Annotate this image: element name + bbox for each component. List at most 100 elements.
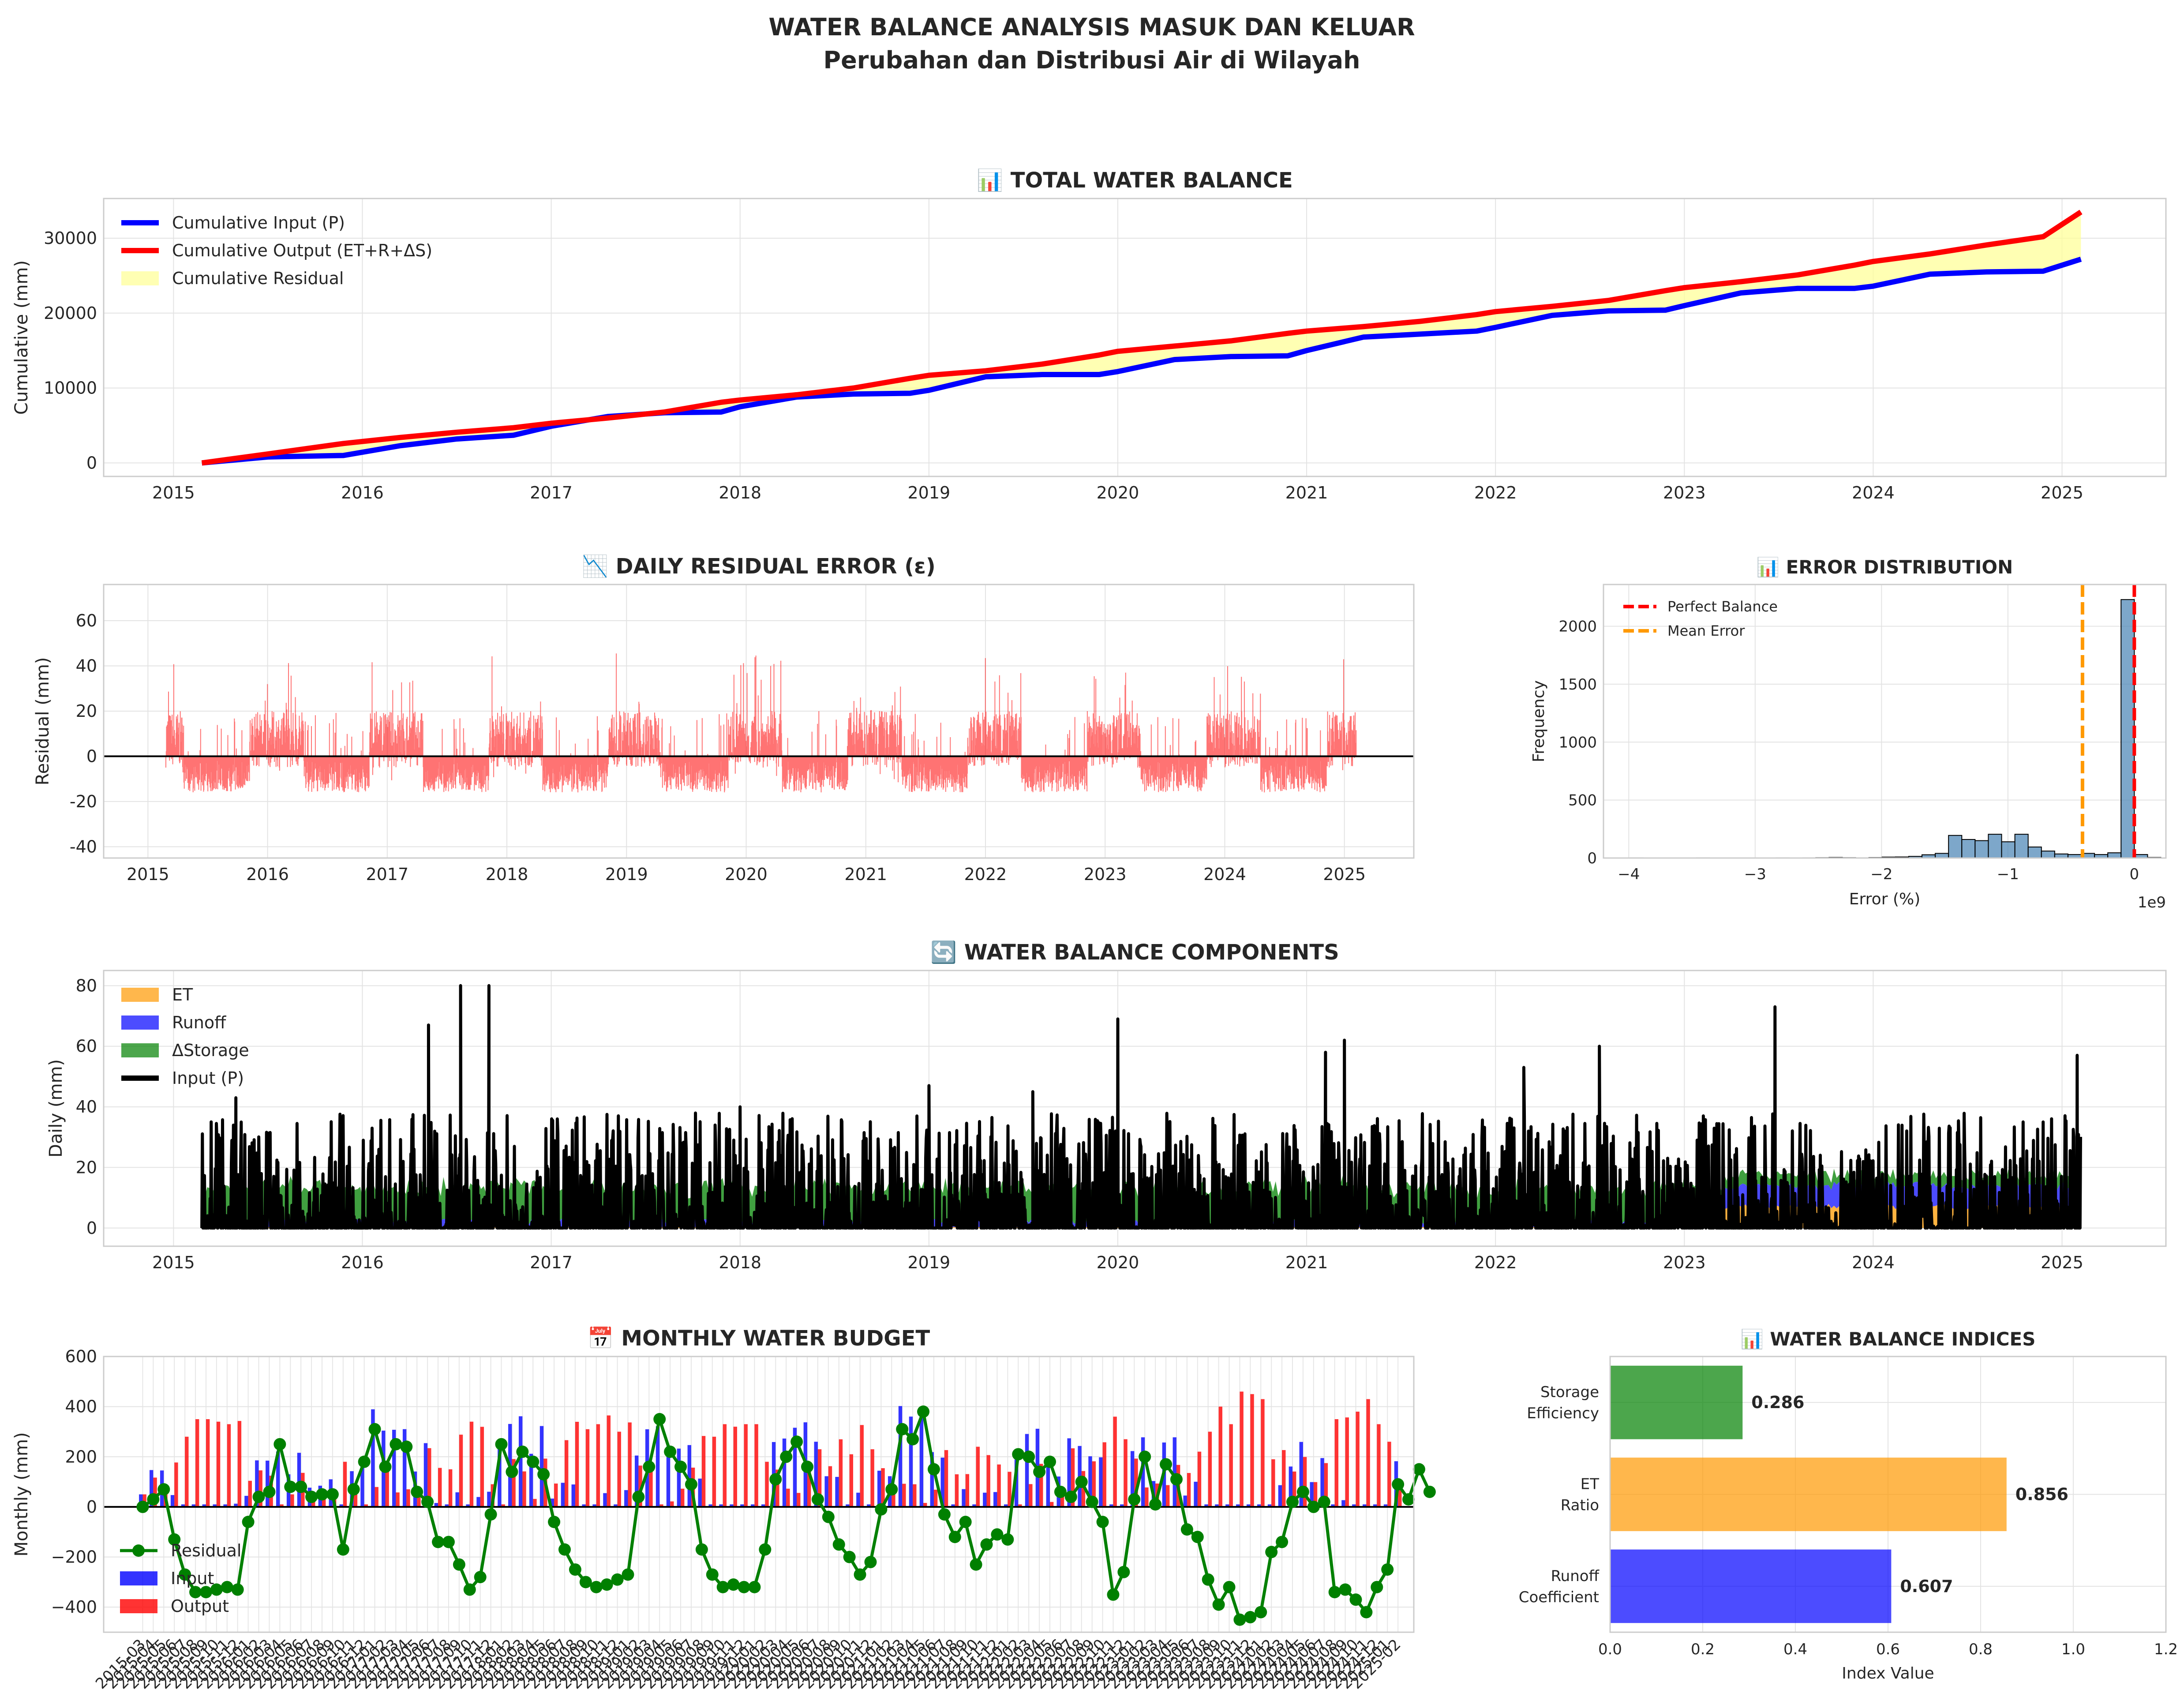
- output-bar: [206, 1419, 210, 1507]
- y-tick-label: 20: [76, 1158, 97, 1177]
- input-bar: [1246, 1504, 1251, 1507]
- residual-point: [695, 1543, 708, 1556]
- residual-point: [189, 1586, 202, 1599]
- input-bar: [635, 1455, 639, 1507]
- input-bar: [656, 1426, 660, 1507]
- input-bar: [1331, 1504, 1335, 1507]
- input-bar: [1383, 1504, 1388, 1507]
- output-bar: [1345, 1417, 1349, 1507]
- residual-point: [1202, 1573, 1214, 1586]
- residual-point: [790, 1435, 803, 1448]
- input-bar: [498, 1446, 502, 1507]
- input-bar: [666, 1446, 671, 1507]
- input-bar: [761, 1504, 765, 1507]
- cumulative-output-line: [201, 210, 2083, 466]
- input-bar: [150, 1470, 154, 1507]
- input-bar: [603, 1493, 607, 1507]
- histogram-bar: [1935, 853, 1949, 859]
- input-bar: [1088, 1456, 1092, 1507]
- x-tick-label: 1.0: [2061, 1641, 2085, 1658]
- output-bar: [343, 1461, 347, 1507]
- input-bar: [1120, 1504, 1124, 1507]
- residual-point: [1328, 1586, 1341, 1599]
- residual-point: [590, 1581, 603, 1593]
- legend-label: ET: [172, 985, 193, 1004]
- output-bar: [923, 1503, 927, 1507]
- legend-swatch: [121, 1043, 159, 1057]
- x-tick-label: 2023: [1663, 1253, 1706, 1272]
- input-bar: [751, 1504, 755, 1507]
- input-bar: [1025, 1434, 1029, 1507]
- residual-point: [1139, 1450, 1151, 1463]
- x-tick-label: 0: [2130, 866, 2139, 883]
- input-bar: [698, 1478, 702, 1507]
- residual-point: [1296, 1485, 1309, 1498]
- index-value-label: 0.286: [1751, 1393, 1804, 1412]
- output-bar: [797, 1493, 801, 1507]
- input-bar: [835, 1476, 839, 1507]
- y-tick-label: 20000: [44, 304, 97, 323]
- residual-point: [263, 1485, 276, 1498]
- x-tick-label: 2015: [127, 865, 169, 884]
- residual-point: [495, 1438, 508, 1450]
- output-bar: [1334, 1419, 1339, 1507]
- residual-point: [316, 1488, 328, 1501]
- input-bar: [339, 1504, 343, 1507]
- x-tick-label: 2018: [719, 483, 761, 502]
- residual-point: [1086, 1495, 1098, 1508]
- input-bar: [476, 1497, 480, 1507]
- y-tick-label: -40: [70, 837, 97, 856]
- output-bar: [1282, 1450, 1286, 1507]
- residual-point: [1349, 1593, 1362, 1606]
- residual-point: [453, 1558, 465, 1571]
- output-bar: [913, 1484, 917, 1507]
- input-bar: [1046, 1457, 1050, 1507]
- residual-point: [643, 1461, 656, 1473]
- output-bar: [1303, 1457, 1307, 1507]
- output-bar: [881, 1468, 885, 1507]
- figure-title-line1: WATER BALANCE ANALYSIS MASUK DAN KELUAR: [768, 13, 1415, 41]
- input-bar: [1299, 1442, 1303, 1507]
- output-bar: [195, 1419, 199, 1507]
- input-bar: [223, 1504, 227, 1507]
- panel-title: 📊 ERROR DISTRIBUTION: [1757, 556, 2013, 578]
- index-value-label: 0.607: [1900, 1577, 1953, 1596]
- input-bar: [1257, 1504, 1261, 1507]
- output-bar: [986, 1455, 990, 1507]
- x-tick-label: 2023: [1084, 865, 1127, 884]
- histogram-bar: [1948, 835, 1963, 859]
- output-bar: [786, 1488, 790, 1507]
- x-tick-label: 2020: [725, 865, 768, 884]
- y-tick-label: 30000: [44, 229, 97, 248]
- input-bar: [1130, 1451, 1135, 1507]
- residual-point: [811, 1493, 824, 1506]
- input-bar: [930, 1452, 934, 1507]
- output-bar: [575, 1421, 579, 1507]
- legend-label: Input (P): [172, 1068, 244, 1088]
- residual-point: [674, 1461, 687, 1473]
- residual-point: [1191, 1531, 1204, 1544]
- output-bar: [1261, 1399, 1265, 1507]
- y-tick-label: 60: [76, 611, 97, 630]
- index-bar: [1610, 1549, 1892, 1623]
- output-bar: [638, 1465, 642, 1507]
- x-tick-label: 2024: [1852, 483, 1895, 502]
- panel-title: 📊 WATER BALANCE INDICES: [1740, 1328, 2035, 1350]
- y-tick-label: 10000: [44, 378, 97, 398]
- category-label: Coefficient: [1519, 1589, 1599, 1606]
- index-bar: [1610, 1458, 2007, 1531]
- output-bar: [596, 1424, 600, 1507]
- input-bar: [708, 1504, 712, 1507]
- x-tick-label: 2019: [907, 1253, 950, 1272]
- input-bar: [592, 1504, 596, 1507]
- error-distribution-panel: −4 −3 −2 −1 0 0 500 1000 1500 2000 📊 ERROR DISTRIB…: [1530, 556, 2167, 911]
- residual-point: [147, 1493, 160, 1506]
- residual-point: [1412, 1463, 1425, 1476]
- residual-point: [1149, 1498, 1162, 1511]
- output-bar: [744, 1424, 748, 1507]
- residual-point: [885, 1483, 898, 1496]
- y-tick-label: 400: [65, 1397, 97, 1416]
- residual-point: [1117, 1566, 1130, 1578]
- x-tick-label: 2019: [907, 483, 950, 502]
- input-bar: [423, 1443, 428, 1507]
